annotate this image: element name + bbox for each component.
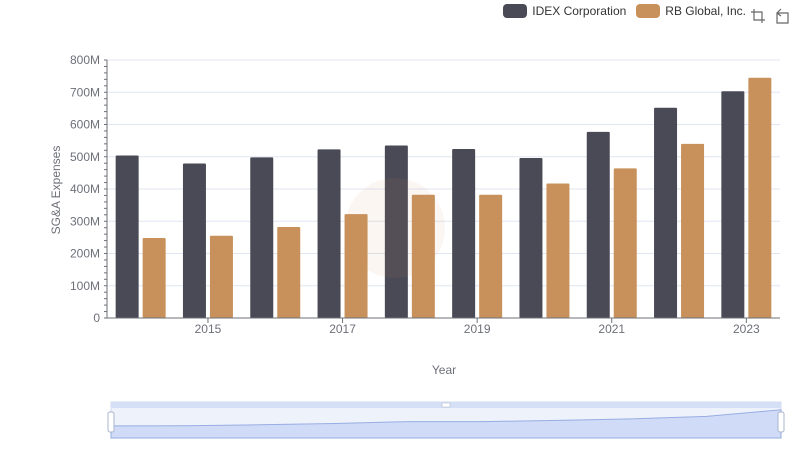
y-tick-label: 100M: [70, 279, 100, 293]
y-tick-label: 0: [93, 311, 100, 325]
axes: 0 100M 200M 300M 400M 500M 600M 700M 800M 2015 201…: [70, 53, 780, 336]
data-zoom-slider[interactable]: [107, 401, 785, 439]
bar-idex-2023: [721, 91, 745, 318]
y-axis-title: SG&A Expenses: [49, 146, 63, 235]
legend-item-rb-global[interactable]: RB Global, Inc.: [636, 4, 746, 18]
watermark: [345, 178, 445, 278]
toolbox: [750, 8, 790, 24]
data-zoom-grip: [441, 402, 451, 408]
bar-idex-2017: [317, 149, 341, 318]
bar-idex-2020: [519, 158, 543, 318]
bar-idex-2014: [115, 155, 139, 318]
x-tick-label: 2015: [195, 322, 222, 336]
legend-swatch-idex: [503, 4, 528, 18]
legend-label-idex: IDEX Corporation: [532, 4, 627, 18]
bar-rb-global-2023: [748, 77, 772, 318]
legend-label-rb-global: RB Global, Inc.: [665, 4, 746, 18]
data-zoom-handle-left: [107, 411, 115, 433]
grid-lines: [107, 59, 780, 287]
bar-idex-2016: [250, 157, 274, 318]
zoom-icon[interactable]: [750, 8, 766, 24]
bar-idex-2022: [654, 107, 678, 318]
legend: IDEX Corporation RB Global, Inc.: [503, 4, 746, 18]
y-tick-label: 800M: [70, 53, 100, 67]
bar-idex-2015: [182, 163, 206, 318]
bar-idex-2021: [586, 131, 610, 318]
data-zoom-preview: [110, 409, 782, 439]
y-tick-label: 200M: [70, 247, 100, 261]
x-tick-label: 2021: [598, 322, 625, 336]
bar-rb-global-2014: [142, 238, 166, 318]
watermark-shape: [345, 178, 445, 278]
x-tick-label: 2019: [464, 322, 491, 336]
x-tick-label: 2023: [733, 322, 760, 336]
bars: [115, 77, 772, 318]
bar-idex-2018: [384, 145, 408, 318]
y-tick-label: 400M: [70, 182, 100, 196]
restore-icon[interactable]: [774, 8, 790, 24]
data-zoom-handle-right: [777, 411, 785, 433]
bar-rb-global-2016: [277, 227, 301, 318]
bar-rb-global-2018: [411, 194, 435, 318]
bar-rb-global-2020: [546, 183, 570, 318]
bar-rb-global-2022: [681, 143, 705, 318]
bar-idex-2019: [452, 149, 476, 318]
bar-rb-global-2021: [613, 168, 637, 318]
y-tick-label: 700M: [70, 85, 100, 99]
bar-rb-global-2017: [344, 214, 368, 318]
legend-item-idex[interactable]: IDEX Corporation: [503, 4, 626, 18]
bar-rb-global-2019: [479, 194, 503, 318]
y-tick-label: 500M: [70, 150, 100, 164]
y-tick-label: 300M: [70, 214, 100, 228]
y-tick-label: 600M: [70, 118, 100, 132]
legend-swatch-rb-global: [636, 4, 661, 18]
bar-rb-global-2015: [209, 235, 233, 318]
x-tick-label: 2017: [329, 322, 356, 336]
x-axis-title: Year: [432, 363, 456, 377]
